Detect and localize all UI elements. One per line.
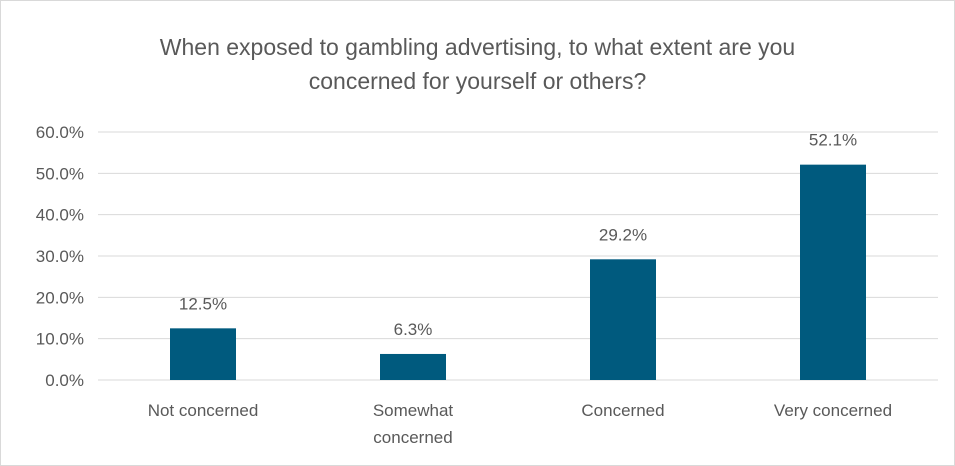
bar-1: [380, 353, 446, 380]
data-label-2: 29.2%: [599, 225, 647, 244]
category-label-0: Not concerned: [148, 401, 259, 420]
chart-title-line-1: When exposed to gambling advertising, to…: [159, 34, 796, 60]
chart-title: When exposed to gambling advertising, to…: [0, 30, 955, 98]
category-label-2-line-0: Concerned: [581, 401, 664, 420]
y-tick-label-0: 0.0%: [45, 371, 84, 390]
y-tick-label-6: 60.0%: [36, 123, 84, 142]
y-tick-label-4: 40.0%: [36, 206, 84, 225]
bar-3: [800, 164, 866, 380]
bar-0: [170, 328, 236, 380]
data-label-0: 12.5%: [179, 294, 227, 313]
bar-2: [590, 259, 656, 380]
category-label-2: Concerned: [581, 401, 664, 420]
y-tick-label-2: 20.0%: [36, 288, 84, 307]
data-label-3: 52.1%: [809, 131, 857, 150]
data-label-1: 6.3%: [394, 320, 433, 339]
chart-title-line-2: concerned for yourself or others?: [308, 68, 647, 94]
y-tick-label-5: 50.0%: [36, 164, 84, 183]
category-label-1-line-1: concerned: [373, 428, 452, 447]
category-label-1: Somewhat concerned: [373, 401, 454, 447]
category-label-1-line-0: Somewhat: [373, 401, 454, 420]
category-label-3-line-0: Very concerned: [774, 401, 892, 420]
category-label-3: Very concerned: [774, 401, 892, 420]
y-tick-label-1: 10.0%: [36, 330, 84, 349]
category-label-0-line-0: Not concerned: [148, 401, 259, 420]
y-tick-label-3: 30.0%: [36, 247, 84, 266]
